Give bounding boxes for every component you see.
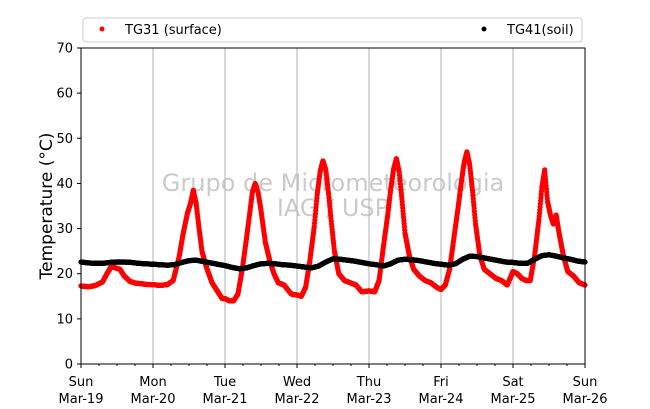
x-tick-label-date: Mar-23: [347, 392, 392, 407]
legend-marker-tg31: [99, 26, 105, 32]
watermark: Grupo de Micrometeorologia IAG / USP: [162, 169, 504, 222]
series-tg41-soil: [78, 252, 588, 272]
x-tick-label-day: Sun: [69, 375, 94, 390]
x-tick-label-date: Mar-26: [563, 392, 608, 407]
x-tick-label-day: Tue: [213, 375, 236, 390]
x-axis-ticks: Sun Mar-19 Mon Mar-20 Tue Mar-21 Wed Mar-22 Thu M…: [59, 364, 608, 407]
y-tick-label: 70: [56, 42, 73, 57]
x-tick-label-day: Mon: [139, 375, 166, 390]
x-tick-label-date: Mar-24: [419, 392, 464, 407]
x-tick-label-day: Thu: [356, 375, 381, 390]
y-tick-label: 20: [56, 267, 73, 282]
x-tick-label-day: Wed: [283, 375, 311, 390]
grid-lines: [152, 48, 514, 364]
y-tick-label: 60: [56, 87, 73, 102]
y-tick-label: 0: [65, 358, 73, 373]
y-tick-label: 50: [56, 132, 73, 147]
legend-label-tg31: TG31 (surface): [124, 23, 222, 38]
legend-box: [82, 17, 583, 43]
series-points: [78, 149, 588, 304]
y-tick-label: 30: [56, 222, 73, 237]
x-tick-label-day: Sat: [502, 375, 523, 390]
y-axis-ticks: 0 10 20 30 40 50 60 70: [56, 42, 81, 373]
x-tick-label-date: Mar-25: [491, 392, 536, 407]
x-tick-label-day: Sun: [573, 375, 598, 390]
watermark-line-1: Grupo de Micrometeorologia: [162, 169, 504, 197]
y-tick-label: 40: [56, 177, 73, 192]
x-tick-label-date: Mar-19: [59, 392, 104, 407]
legend: TG31 (surface) TG41(soil): [82, 17, 583, 43]
y-tick-label: 10: [56, 312, 73, 327]
y-axis-label: Temperature (°C): [37, 133, 57, 281]
x-tick-label-date: Mar-21: [203, 392, 248, 407]
x-tick-label-day: Fri: [433, 375, 449, 390]
legend-label-tg41: TG41(soil): [506, 23, 574, 38]
series-tg31-surface: [78, 149, 588, 304]
x-tick-label-date: Mar-22: [275, 392, 320, 407]
legend-marker-tg41: [481, 26, 487, 32]
x-tick-label-date: Mar-20: [131, 392, 176, 407]
